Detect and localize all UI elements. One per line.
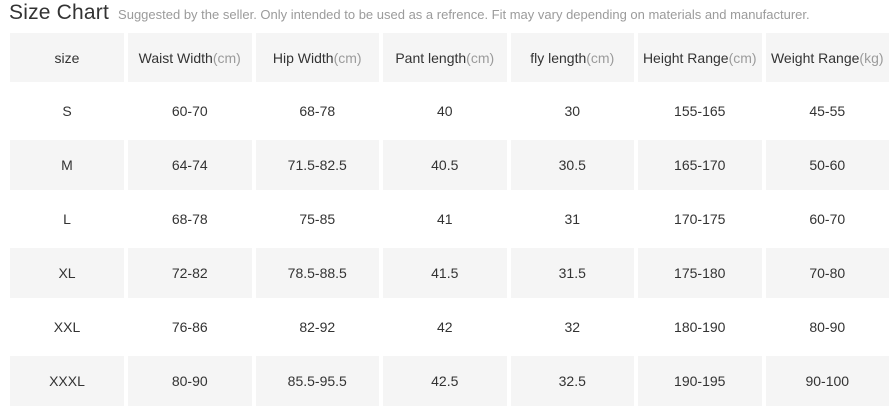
value-cell: 170-175 <box>638 194 762 244</box>
size-chart-table: size Waist Width (cm) Hip Width (cm) Pant … <box>10 33 889 406</box>
column-header-label: Weight Range <box>770 49 860 66</box>
value-cell: 40.5 <box>383 140 507 190</box>
value-cell: 70-80 <box>765 248 889 298</box>
size-cell: L <box>10 194 124 244</box>
column-header-hip-width: Hip Width (cm) <box>255 33 379 82</box>
value-cell: 31.5 <box>510 248 634 298</box>
value-cell: 85.5-95.5 <box>255 356 379 406</box>
value-cell: 32.5 <box>510 356 634 406</box>
value-cell: 175-180 <box>638 248 762 298</box>
value-cell: 42 <box>383 302 507 352</box>
value-cell: 41.5 <box>383 248 507 298</box>
value-cell: 41 <box>383 194 507 244</box>
column-header-label: Height Range <box>642 49 729 66</box>
value-cell: 190-195 <box>638 356 762 406</box>
value-cell: 45-55 <box>765 86 889 136</box>
value-cell: 76-86 <box>128 302 252 352</box>
value-cell: 80-90 <box>128 356 252 406</box>
value-cell: 68-78 <box>255 86 379 136</box>
value-cell: 40 <box>383 86 507 136</box>
value-cell: 82-92 <box>255 302 379 352</box>
page-subtitle: Suggested by the seller. Only intended t… <box>118 7 810 22</box>
value-cell: 50-60 <box>765 140 889 190</box>
column-header-size: size <box>10 33 124 82</box>
size-chart-header: Size Chart Suggested by the seller. Only… <box>9 1 810 25</box>
column-header-waist-width: Waist Width (cm) <box>128 33 252 82</box>
size-cell: XXXL <box>10 356 124 406</box>
column-header-label: fly length <box>530 49 587 66</box>
column-header-pant-length: Pant length (cm) <box>383 33 507 82</box>
column-header-unit: (cm) <box>333 49 362 66</box>
value-cell: 165-170 <box>638 140 762 190</box>
column-header-unit: (cm) <box>212 49 241 66</box>
column-header-unit: (cm) <box>466 49 495 66</box>
column-header-label: Pant length <box>395 49 467 66</box>
value-cell: 75-85 <box>255 194 379 244</box>
value-cell: 31 <box>510 194 634 244</box>
size-cell: XXL <box>10 302 124 352</box>
value-cell: 30.5 <box>510 140 634 190</box>
column-header-label: Waist Width <box>138 49 213 66</box>
value-cell: 90-100 <box>765 356 889 406</box>
size-cell: XL <box>10 248 124 298</box>
size-cell: M <box>10 140 124 190</box>
column-header-unit: (kg) <box>859 49 884 66</box>
value-cell: 64-74 <box>128 140 252 190</box>
value-cell: 30 <box>510 86 634 136</box>
column-header-label: Hip Width <box>272 49 334 66</box>
column-header-unit: (cm) <box>728 49 757 66</box>
column-header-weight-range: Weight Range (kg) <box>765 33 889 82</box>
value-cell: 71.5-82.5 <box>255 140 379 190</box>
value-cell: 180-190 <box>638 302 762 352</box>
page-title: Size Chart <box>9 1 110 24</box>
value-cell: 72-82 <box>128 248 252 298</box>
value-cell: 80-90 <box>765 302 889 352</box>
column-header-label: size <box>54 49 80 66</box>
value-cell: 60-70 <box>128 86 252 136</box>
value-cell: 78.5-88.5 <box>255 248 379 298</box>
size-cell: S <box>10 86 124 136</box>
value-cell: 60-70 <box>765 194 889 244</box>
value-cell: 32 <box>510 302 634 352</box>
value-cell: 42.5 <box>383 356 507 406</box>
column-header-fly-length: fly length (cm) <box>510 33 634 82</box>
value-cell: 155-165 <box>638 86 762 136</box>
column-header-unit: (cm) <box>586 49 615 66</box>
column-header-height-range: Height Range (cm) <box>638 33 762 82</box>
value-cell: 68-78 <box>128 194 252 244</box>
